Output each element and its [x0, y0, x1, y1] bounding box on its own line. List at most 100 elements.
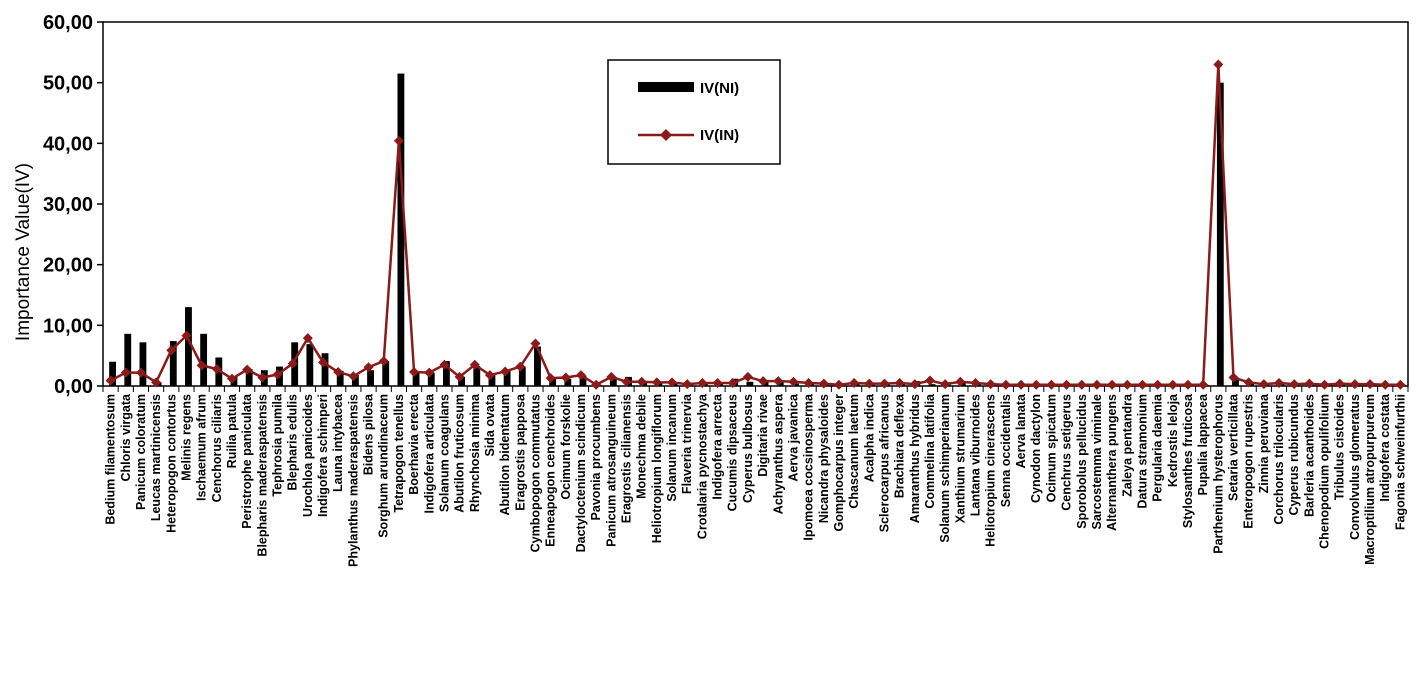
line-marker	[545, 373, 556, 384]
line-marker	[742, 371, 753, 382]
x-tick-label: Lantana viburnoides	[969, 394, 983, 516]
bar	[792, 383, 799, 386]
line-marker	[1198, 379, 1209, 390]
x-tick-label: Chascanum laetum	[847, 394, 861, 509]
bar	[412, 372, 420, 386]
x-tick-label: Ocimum forskolie	[559, 394, 573, 500]
line-marker	[409, 367, 420, 378]
line-series	[105, 59, 1406, 390]
line-marker	[272, 369, 283, 380]
bar	[185, 307, 192, 386]
line-marker	[1213, 59, 1224, 70]
x-tick-label: Gomphocarpus integer	[832, 394, 846, 532]
x-tick-label: Chloris virgata	[119, 393, 133, 482]
line-marker	[803, 377, 814, 388]
line-marker	[1076, 379, 1087, 390]
line-marker	[1228, 372, 1239, 383]
x-tick-label: Sorghum arundinaceum	[377, 394, 391, 538]
bar	[488, 374, 496, 386]
line-marker	[287, 358, 298, 369]
line-marker	[849, 377, 860, 388]
line-marker	[773, 376, 784, 387]
x-tick-label: Barleria acanthoides	[1302, 394, 1316, 517]
line-marker	[378, 356, 389, 367]
x-tick-label: Bedium filamentosum	[104, 394, 118, 525]
x-tick-label: Eragrostis cilianensis	[620, 394, 634, 523]
x-tick-label: Sida ovata	[483, 393, 497, 457]
line-marker	[484, 370, 495, 381]
bar	[746, 381, 754, 386]
line-marker	[363, 362, 374, 373]
x-tick-label: Heliotropium longiflorum	[650, 394, 664, 543]
line-marker	[651, 377, 662, 388]
bar	[382, 361, 390, 386]
x-tick-label: Ruilia patula	[225, 393, 239, 468]
line-marker	[1167, 379, 1178, 390]
x-tick-label: Dactyloctenium scindicum	[574, 394, 588, 552]
line-marker	[1289, 379, 1300, 390]
line-marker	[682, 379, 693, 390]
line-marker	[985, 379, 996, 390]
line-marker	[712, 377, 723, 388]
bar	[443, 361, 450, 386]
x-tick-label: Rhynchosia minima	[468, 393, 482, 512]
line-marker	[515, 361, 526, 372]
line-marker	[1304, 378, 1315, 389]
line-marker	[1046, 379, 1057, 390]
line-marker	[226, 373, 237, 384]
x-tick-label: Tephrosia pumila	[271, 393, 285, 497]
x-tick-label: Tribulus cistoides	[1333, 394, 1347, 500]
line-marker	[302, 333, 313, 344]
line-marker	[1243, 377, 1254, 388]
line-marker	[1091, 379, 1102, 390]
x-tick-label: Digitaria rivae	[756, 394, 770, 477]
line-marker	[1380, 379, 1391, 390]
line-marker	[758, 376, 769, 387]
line-marker	[333, 367, 344, 378]
x-tick-label: Cenchrus setigerus	[1060, 394, 1074, 511]
line-marker	[181, 330, 192, 341]
bar	[109, 361, 117, 386]
x-tick-label: Melinis regens	[179, 394, 193, 481]
line-marker	[727, 377, 738, 388]
x-tick-label: Heteropogon contortus	[164, 394, 178, 533]
legend-label-series-1: IV(NI)	[700, 80, 739, 97]
x-tick-label: Bidens pilosa	[362, 393, 376, 475]
bar	[139, 342, 147, 386]
y-tick-label: 40,00	[43, 133, 93, 155]
x-tick-label: Heliotropium cinerascens	[984, 394, 998, 547]
y-axis-title: Importance Value(IV)	[13, 163, 34, 341]
line-marker	[1122, 379, 1133, 390]
x-tick-label: Aerva lanata	[1014, 393, 1028, 468]
x-tick-label: Flaveria trinervia	[680, 393, 694, 494]
x-tick-label: Cyperus bulbosus	[741, 394, 755, 503]
legend-box	[607, 59, 781, 165]
line-marker	[454, 371, 465, 382]
line-marker	[1016, 379, 1027, 390]
x-tick-label: Boerhavia erecta	[407, 393, 421, 495]
line-marker	[120, 367, 131, 378]
bar	[549, 378, 557, 386]
x-tick-label: Indigofera arrecta	[711, 393, 725, 500]
x-tick-label: Crotalaria pycnostachya	[695, 393, 709, 539]
line-marker	[1182, 379, 1193, 390]
x-tick-label: Cyperus rubicundus	[1287, 394, 1301, 516]
line-marker	[318, 357, 329, 368]
line-marker	[469, 359, 480, 370]
line-marker	[667, 377, 678, 388]
x-tick-label: Solanum schimperianum	[938, 394, 952, 543]
x-tick-label: Nicandra physaloides	[817, 394, 831, 523]
y-tick-label: 60,00	[43, 12, 93, 34]
x-tick-label: Macroptilium atropurpureum	[1363, 394, 1377, 565]
line-marker	[1334, 378, 1345, 389]
line-marker	[151, 377, 162, 388]
x-tick-label: Datura stramonium	[1135, 394, 1149, 509]
x-tick-label: Convolvulus glomeratus	[1348, 394, 1362, 540]
line-marker	[1061, 379, 1072, 390]
x-tick-label: Sporobolus pellucidus	[1075, 394, 1089, 529]
x-tick-label: Ipomoea cocsinosperma	[802, 393, 816, 541]
line-marker	[697, 377, 708, 388]
x-tick-label: Zinnia peruviana	[1257, 393, 1271, 493]
x-tick-label: Fagonia schweinfurthii	[1393, 394, 1407, 530]
x-tick-label: Enneapogon cenchroides	[544, 394, 558, 547]
